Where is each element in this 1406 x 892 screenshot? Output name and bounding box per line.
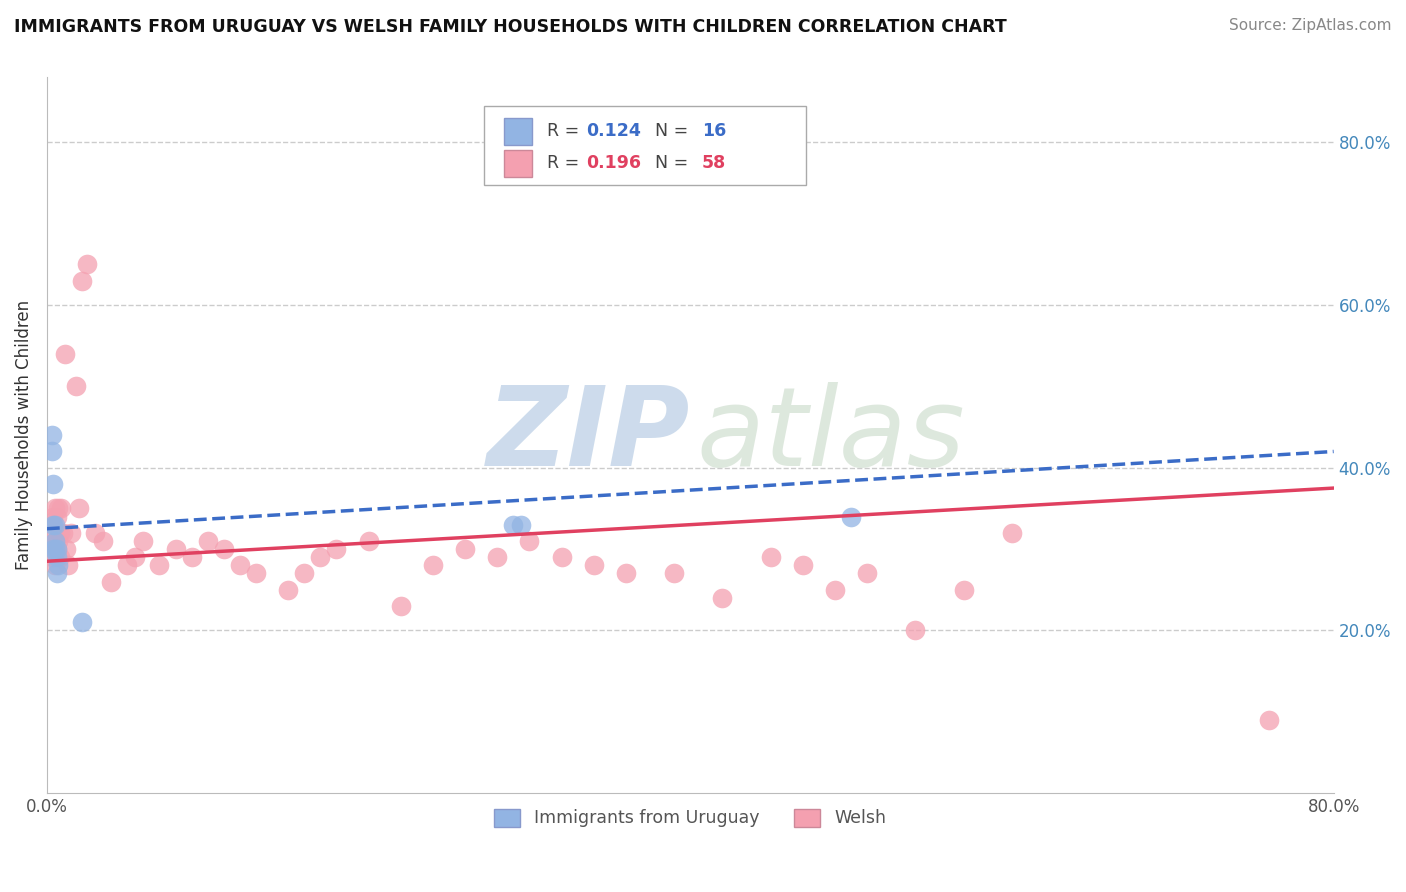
Point [277,582,299,597]
Point [389,599,412,613]
Point [212,542,235,557]
Point [165,542,187,557]
Point [124,550,146,565]
Point [245,566,267,581]
Text: 16: 16 [702,122,725,140]
Point [486,550,509,565]
Point [49,550,72,565]
Point [60,525,83,540]
Point [91,533,114,548]
Point [422,558,444,573]
FancyBboxPatch shape [503,118,531,145]
Text: N =: N = [644,154,693,172]
Point [582,558,605,573]
Point [148,558,170,573]
Point [614,566,637,581]
Point [45,550,67,565]
Point [51,501,73,516]
Point [197,533,219,548]
Point [42,477,65,491]
Point [45,542,67,557]
Point [45,542,67,557]
Text: 0.196: 0.196 [586,154,641,172]
FancyBboxPatch shape [485,106,806,185]
Point [510,517,533,532]
Text: R =: R = [547,122,585,140]
Point [711,591,734,605]
Point [65,379,87,393]
Point [502,517,524,532]
Point [42,517,65,532]
Point [292,566,315,581]
Point [42,509,65,524]
Text: N =: N = [644,122,693,140]
Point [72,615,94,630]
Point [229,558,252,573]
Point [44,533,66,548]
Point [309,550,332,565]
Point [824,582,846,597]
Y-axis label: Family Households with Children: Family Households with Children [15,301,32,570]
Point [952,582,974,597]
Point [72,274,94,288]
Point [519,533,541,548]
Text: Source: ZipAtlas.com: Source: ZipAtlas.com [1229,18,1392,33]
Point [41,428,63,442]
Point [46,533,69,548]
Point [53,347,76,361]
Point [46,558,69,573]
Point [44,558,66,573]
Point [100,574,122,589]
Point [839,509,862,524]
Point [550,550,572,565]
Point [44,501,66,516]
Text: atlas: atlas [697,382,966,489]
Point [42,542,65,557]
Point [45,566,67,581]
Point [42,550,65,565]
Point [41,444,63,458]
Point [55,542,77,557]
Point [52,525,75,540]
Text: R =: R = [547,154,585,172]
Point [1001,525,1024,540]
Text: ZIP: ZIP [486,382,690,489]
Point [46,501,69,516]
Legend: Immigrants from Uruguay, Welsh: Immigrants from Uruguay, Welsh [488,802,893,834]
Text: 0.124: 0.124 [586,122,641,140]
Point [180,550,202,565]
Point [76,257,98,271]
Point [1258,713,1281,727]
Point [759,550,782,565]
Point [44,542,66,557]
Point [792,558,814,573]
Point [56,558,79,573]
Point [856,566,879,581]
Point [44,517,66,532]
Point [454,542,477,557]
Point [44,533,66,548]
Text: 58: 58 [702,154,725,172]
Point [45,509,67,524]
Point [325,542,347,557]
Point [132,533,155,548]
Point [904,624,927,638]
Point [41,525,63,540]
Point [357,533,380,548]
Point [117,558,139,573]
Point [49,525,72,540]
Text: IMMIGRANTS FROM URUGUAY VS WELSH FAMILY HOUSEHOLDS WITH CHILDREN CORRELATION CHA: IMMIGRANTS FROM URUGUAY VS WELSH FAMILY … [14,18,1007,36]
FancyBboxPatch shape [503,150,531,177]
Point [67,501,90,516]
Point [664,566,686,581]
Point [84,525,107,540]
